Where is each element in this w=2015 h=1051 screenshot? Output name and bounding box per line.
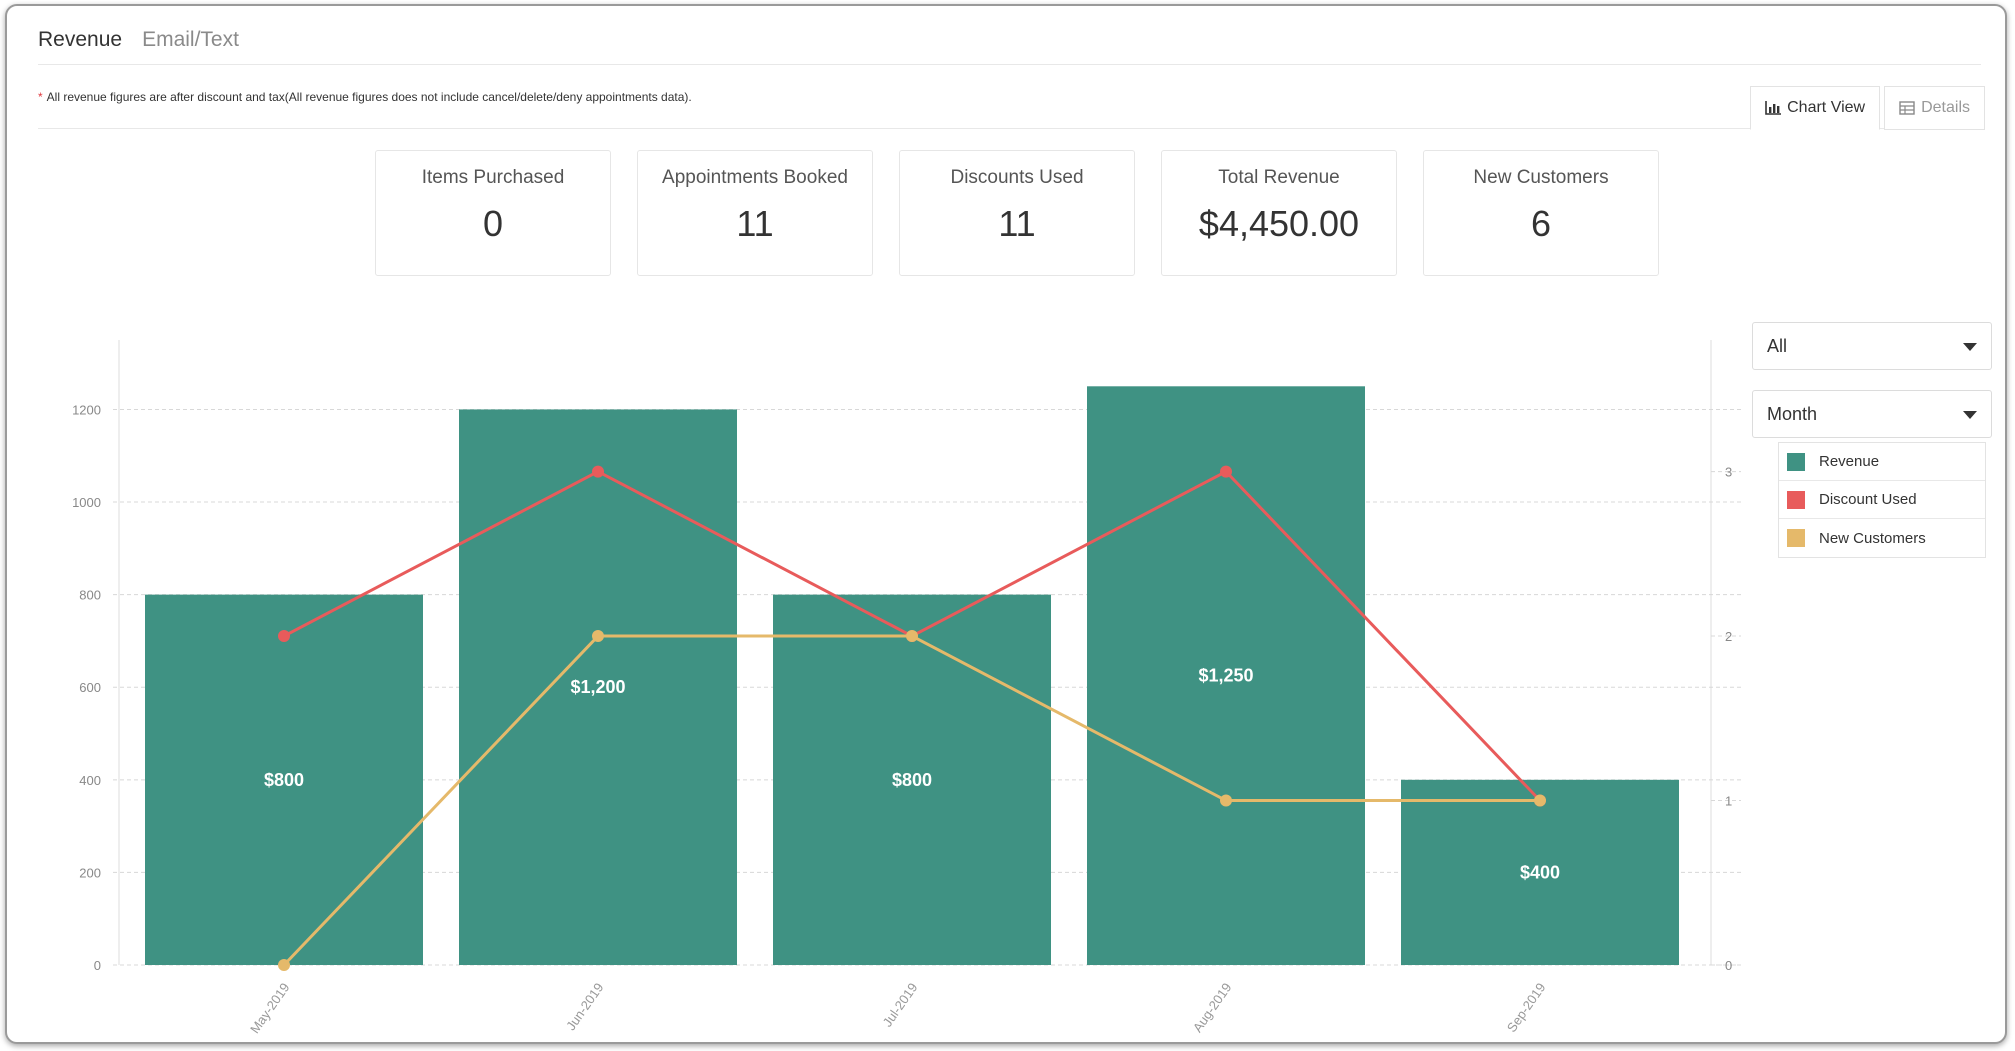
x-axis-tick-label: May-2019: [247, 980, 292, 1036]
chart-legend: Revenue Discount Used New Customers: [1778, 442, 1986, 558]
stats-row: Items Purchased 0 Appointments Booked 11…: [375, 150, 1659, 276]
bar-data-label: $1,250: [1198, 666, 1253, 686]
tab-revenue[interactable]: Revenue: [38, 28, 123, 51]
details-button[interactable]: Details: [1884, 86, 1985, 130]
bar-data-label: $800: [264, 770, 304, 790]
new-customers-point: [592, 630, 604, 643]
x-axis-tick-label: Jul-2019: [880, 980, 921, 1029]
required-star: *: [38, 90, 43, 104]
left-axis-tick-label: 1000: [72, 495, 101, 510]
legend-item-revenue[interactable]: Revenue: [1779, 443, 1985, 481]
note-divider: [38, 128, 1981, 129]
discount-used-point: [592, 465, 604, 478]
stat-value: 0: [482, 203, 504, 244]
revenue-chart: 0 200 400 600 800 1000 1200 0 1 2 3 $800 $1,200 $800 $…: [72, 340, 1741, 1036]
right-axis-tick-label: 3: [1725, 465, 1732, 480]
scope-select[interactable]: All: [1752, 322, 1992, 370]
legend-label: Revenue: [1819, 453, 1880, 470]
chart-view-label: Chart View: [1787, 99, 1866, 116]
revenue-bar: [145, 594, 423, 965]
revenue-note: * All revenue figures are after discount …: [38, 90, 692, 104]
left-axis-tick-label: 1200: [72, 402, 101, 417]
period-select[interactable]: Month: [1752, 390, 1992, 438]
stat-label: Discounts Used: [950, 167, 1084, 188]
stat-value: 6: [1530, 203, 1552, 244]
stat-card-items-purchased: Items Purchased 0: [375, 150, 611, 276]
legend-label: New Customers: [1819, 529, 1926, 547]
stat-label: New Customers: [1473, 167, 1609, 188]
x-axis-tick-label: Aug-2019: [1190, 980, 1235, 1035]
stat-label: Items Purchased: [421, 167, 565, 188]
left-axis-tick-label: 800: [79, 588, 101, 603]
revenue-bar: [1087, 386, 1365, 966]
stat-card-discounts-used: Discounts Used 11: [899, 150, 1135, 276]
report-tabs: Revenue Email/Text: [38, 28, 239, 52]
revenue-note-text: All revenue figures are after discount a…: [46, 90, 692, 104]
period-select-value: Month: [1767, 403, 1818, 424]
legend-swatch: [1787, 490, 1805, 509]
new-customers-point: [278, 959, 290, 971]
legend-label: Discount Used: [1819, 491, 1917, 508]
left-axis-tick-label: 200: [79, 865, 101, 880]
x-axis-tick-label: Jun-2019: [563, 980, 606, 1033]
legend-swatch: [1787, 452, 1805, 471]
right-axis-tick-label: 0: [1725, 958, 1732, 973]
revenue-bar: [773, 594, 1051, 965]
chevron-down-icon: [1963, 343, 1977, 351]
left-axis-tick-label: 600: [79, 680, 101, 695]
stat-card-new-customers: New Customers 6: [1423, 150, 1659, 276]
tab-email-text[interactable]: Email/Text: [142, 28, 239, 51]
new-customers-point: [1534, 794, 1546, 807]
legend-item-discount-used[interactable]: Discount Used: [1779, 481, 1985, 519]
stat-value: 11: [998, 203, 1036, 244]
left-axis-tick-label: 0: [94, 958, 101, 973]
bar-data-label: $800: [892, 770, 932, 790]
stat-card-appointments-booked: Appointments Booked 11: [637, 150, 873, 276]
table-icon: [1899, 101, 1915, 115]
bar-data-label: $400: [1520, 862, 1560, 882]
left-axis-tick-label: 400: [79, 773, 101, 788]
new-customers-point: [906, 630, 918, 643]
stat-label: Appointments Booked: [662, 167, 848, 188]
details-label: Details: [1921, 99, 1970, 116]
discount-used-point: [1220, 465, 1232, 478]
bar-data-label: $1,200: [570, 677, 625, 697]
tabs-divider: [38, 64, 1981, 65]
chart-view-button[interactable]: Chart View: [1750, 86, 1881, 130]
bar-chart-icon: [1765, 101, 1782, 115]
revenue-bar: [459, 409, 737, 965]
stat-card-total-revenue: Total Revenue $4,450.00: [1161, 150, 1397, 276]
right-axis-tick-label: 1: [1725, 794, 1732, 809]
view-toggle: Chart View Details: [1750, 86, 1985, 130]
revenue-bar: [1401, 779, 1679, 965]
x-axis-tick-label: Sep-2019: [1504, 980, 1549, 1035]
legend-swatch: [1787, 529, 1805, 547]
scope-select-value: All: [1767, 335, 1788, 356]
right-axis-tick-label: 2: [1725, 629, 1732, 644]
report-panel: Revenue Email/Text * All revenue figures …: [5, 4, 2007, 1044]
chevron-down-icon: [1963, 411, 1977, 419]
stat-value: $4,450.00: [1198, 203, 1360, 244]
legend-item-new-customers[interactable]: New Customers: [1779, 519, 1985, 557]
stat-label: Total Revenue: [1218, 167, 1340, 188]
discount-used-point: [278, 630, 290, 643]
new-customers-point: [1220, 794, 1232, 807]
stat-value: 11: [736, 203, 774, 244]
